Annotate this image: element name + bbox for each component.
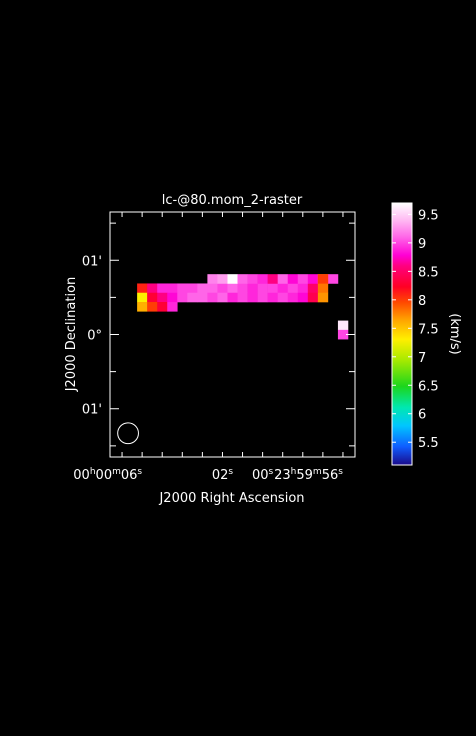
colorbar-tick-label: 8 <box>418 294 426 309</box>
data-pixel <box>157 292 168 303</box>
data-pixel <box>167 302 178 312</box>
data-pixel <box>167 292 178 303</box>
data-pixel <box>267 274 278 284</box>
data-pixel <box>207 283 218 294</box>
data-pixel <box>257 274 268 284</box>
data-pixel <box>297 274 309 284</box>
data-pixel <box>257 283 268 294</box>
colorbar-ticks: 5.5 6 6.5 7 7.5 8 8.5 9 9.5 <box>392 208 439 451</box>
data-pixel <box>237 274 248 284</box>
x-tick-label: 00s <box>252 467 274 483</box>
data-pixel <box>317 283 329 294</box>
y-tick-label: 01' <box>82 254 102 269</box>
data-pixel <box>167 283 178 294</box>
data-pixel <box>187 283 198 294</box>
data-pixel <box>287 283 299 294</box>
data-pixel <box>237 292 248 303</box>
colorbar-tick-label: 9.5 <box>418 208 439 223</box>
colorbar <box>391 202 413 466</box>
colorbar-label: (km/s) <box>447 313 462 355</box>
data-pixel <box>217 274 228 284</box>
tick-marks <box>110 212 355 457</box>
data-pixel <box>217 292 228 303</box>
colorbar-tick-label: 8.5 <box>418 265 439 280</box>
data-pixel <box>237 283 248 294</box>
data-pixel <box>187 292 198 303</box>
data-pixel <box>337 329 349 340</box>
y-axis-label: J2000 Declination <box>64 277 79 393</box>
data-pixel <box>257 292 268 303</box>
chart-title: lc-@80.mom_2-raster <box>162 193 303 208</box>
data-pixel <box>247 274 258 284</box>
x-axis-label: J2000 Right Ascension <box>158 491 304 506</box>
data-pixel <box>267 283 278 294</box>
data-pixel <box>287 274 299 284</box>
data-pixel <box>177 292 188 303</box>
pixel-layer <box>137 274 349 340</box>
data-pixel <box>197 283 208 294</box>
data-pixel <box>297 292 309 303</box>
data-pixel <box>197 292 208 303</box>
data-pixel <box>307 274 319 284</box>
plot-frame <box>109 211 356 458</box>
data-pixel <box>277 292 289 303</box>
data-pixel <box>307 292 319 303</box>
data-pixel <box>297 283 309 294</box>
data-pixel <box>317 274 329 284</box>
data-pixel <box>157 283 168 294</box>
beam-ellipse <box>117 422 139 445</box>
data-pixel <box>137 283 148 294</box>
colorbar-tick-label: 7 <box>418 351 426 366</box>
x-tick-label: 00h00m06s <box>73 467 142 483</box>
data-pixel <box>147 302 158 312</box>
colorbar-tick-label: 5.5 <box>418 436 439 451</box>
data-pixel <box>137 302 148 312</box>
colorbar-tick-label: 9 <box>418 237 426 252</box>
y-tick-label: 01' <box>82 403 102 418</box>
data-pixel <box>277 274 289 284</box>
colorbar-tick-label: 7.5 <box>418 322 439 337</box>
colorbar-tick-label: 6.5 <box>418 379 439 394</box>
data-pixel <box>247 283 258 294</box>
data-pixel <box>307 283 319 294</box>
data-pixel <box>227 283 238 294</box>
data-pixel <box>277 283 289 294</box>
data-pixel <box>177 283 188 294</box>
colorbar-tick-label: 6 <box>418 408 426 423</box>
data-pixel <box>327 274 339 284</box>
data-pixel <box>147 292 158 303</box>
y-tick-label: 0° <box>87 329 102 344</box>
data-pixel <box>267 292 278 303</box>
data-pixel <box>147 283 158 294</box>
data-pixel <box>227 274 238 284</box>
data-pixel <box>287 292 299 303</box>
data-pixel <box>317 292 329 303</box>
data-pixel <box>137 292 148 303</box>
y-tick-labels: 01' 0° 01' <box>82 254 102 417</box>
data-pixel <box>337 320 349 331</box>
x-tick-label: 23h59m56s <box>274 467 343 483</box>
data-pixel <box>217 283 228 294</box>
data-pixel <box>247 292 258 303</box>
data-pixel <box>207 292 218 303</box>
data-pixel <box>227 292 238 303</box>
data-pixel <box>157 302 168 312</box>
x-tick-label: 02s <box>212 467 234 483</box>
x-tick-labels: 00h00m06s 02s 00s 23h59m56s <box>73 467 343 483</box>
data-pixel <box>207 274 218 284</box>
